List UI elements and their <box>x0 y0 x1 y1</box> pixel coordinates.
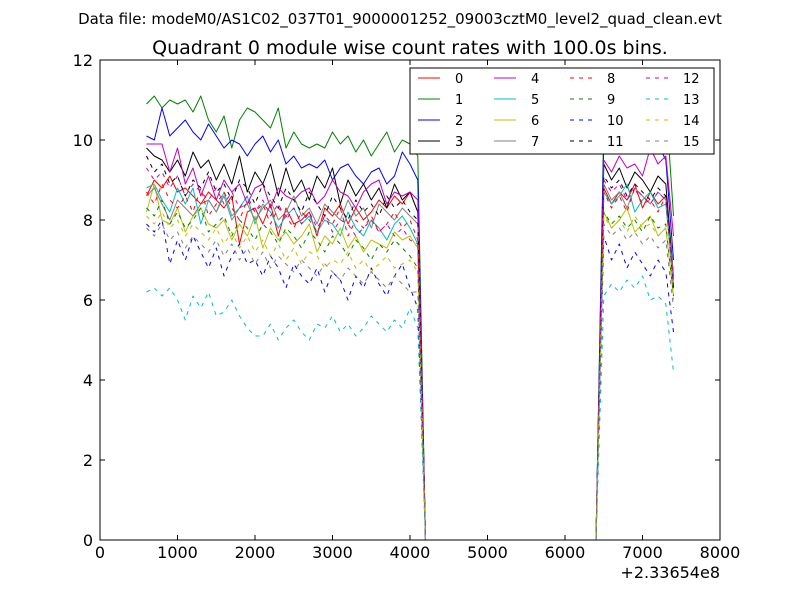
y-tick-label: 10 <box>73 131 93 150</box>
legend-item-6: 6 <box>494 114 539 129</box>
legend-label: 12 <box>683 72 700 87</box>
legend-label: 10 <box>607 114 624 129</box>
legend-label: 9 <box>607 93 615 108</box>
series-line-9 <box>146 199 674 541</box>
y-tick-label: 8 <box>83 211 93 230</box>
series-line-12 <box>146 167 674 541</box>
series-line-10 <box>146 219 674 541</box>
legend-label: 3 <box>455 135 463 150</box>
legend-item-10: 10 <box>570 114 624 129</box>
x-tick-label: 6000 <box>545 543 586 562</box>
y-tick-label: 12 <box>73 51 93 70</box>
legend-label: 11 <box>607 135 624 150</box>
legend-item-1: 1 <box>418 93 463 108</box>
x-tick-label: 8000 <box>700 543 741 562</box>
x-tick-label: 2000 <box>235 543 276 562</box>
legend-item-15: 15 <box>646 135 700 150</box>
chart-title: Quadrant 0 module wise count rates with … <box>152 37 668 59</box>
x-tick-label: 5000 <box>467 543 508 562</box>
legend-label: 7 <box>531 135 539 150</box>
legend-item-9: 9 <box>570 93 615 108</box>
legend-box <box>409 67 715 155</box>
figure-suptitle: Data file: modeM0/AS1C02_037T01_90000012… <box>78 10 722 29</box>
x-tick-label: 0 <box>95 543 105 562</box>
legend-label: 8 <box>607 72 615 87</box>
x-tick-label: 7000 <box>622 543 663 562</box>
legend-item-0: 0 <box>418 72 463 87</box>
x-offset-label: +2.33654e8 <box>620 563 720 582</box>
legend-label: 13 <box>683 93 700 108</box>
legend-label: 0 <box>455 72 463 87</box>
legend-label: 5 <box>531 93 539 108</box>
y-tick-label: 6 <box>83 291 93 310</box>
legend-label: 14 <box>683 114 700 129</box>
legend-label: 2 <box>455 114 463 129</box>
legend-item-11: 11 <box>570 135 624 150</box>
legend-label: 1 <box>455 93 463 108</box>
legend-item-3: 3 <box>418 135 463 150</box>
legend-item-4: 4 <box>494 72 539 87</box>
x-tick-label: 4000 <box>390 543 431 562</box>
legend-item-8: 8 <box>570 72 615 87</box>
ticks-layer: 0 1000 2000 3000 4000 5000 6000 7000 80000246810… <box>73 51 741 562</box>
x-tick-label: 1000 <box>157 543 198 562</box>
y-tick-label: 2 <box>83 451 93 470</box>
legend-item-14: 14 <box>646 114 700 129</box>
legend-label: 6 <box>531 114 539 129</box>
legend-item-5: 5 <box>494 93 539 108</box>
x-tick-label: 3000 <box>312 543 353 562</box>
legend-item-7: 7 <box>494 135 539 150</box>
legend-item-13: 13 <box>646 93 700 108</box>
legend-item-2: 2 <box>418 114 463 129</box>
legend-label: 4 <box>531 72 539 87</box>
legend-item-12: 12 <box>646 72 700 87</box>
legend-label: 15 <box>683 135 700 150</box>
y-tick-label: 4 <box>83 371 93 390</box>
y-tick-label: 0 <box>83 531 93 550</box>
